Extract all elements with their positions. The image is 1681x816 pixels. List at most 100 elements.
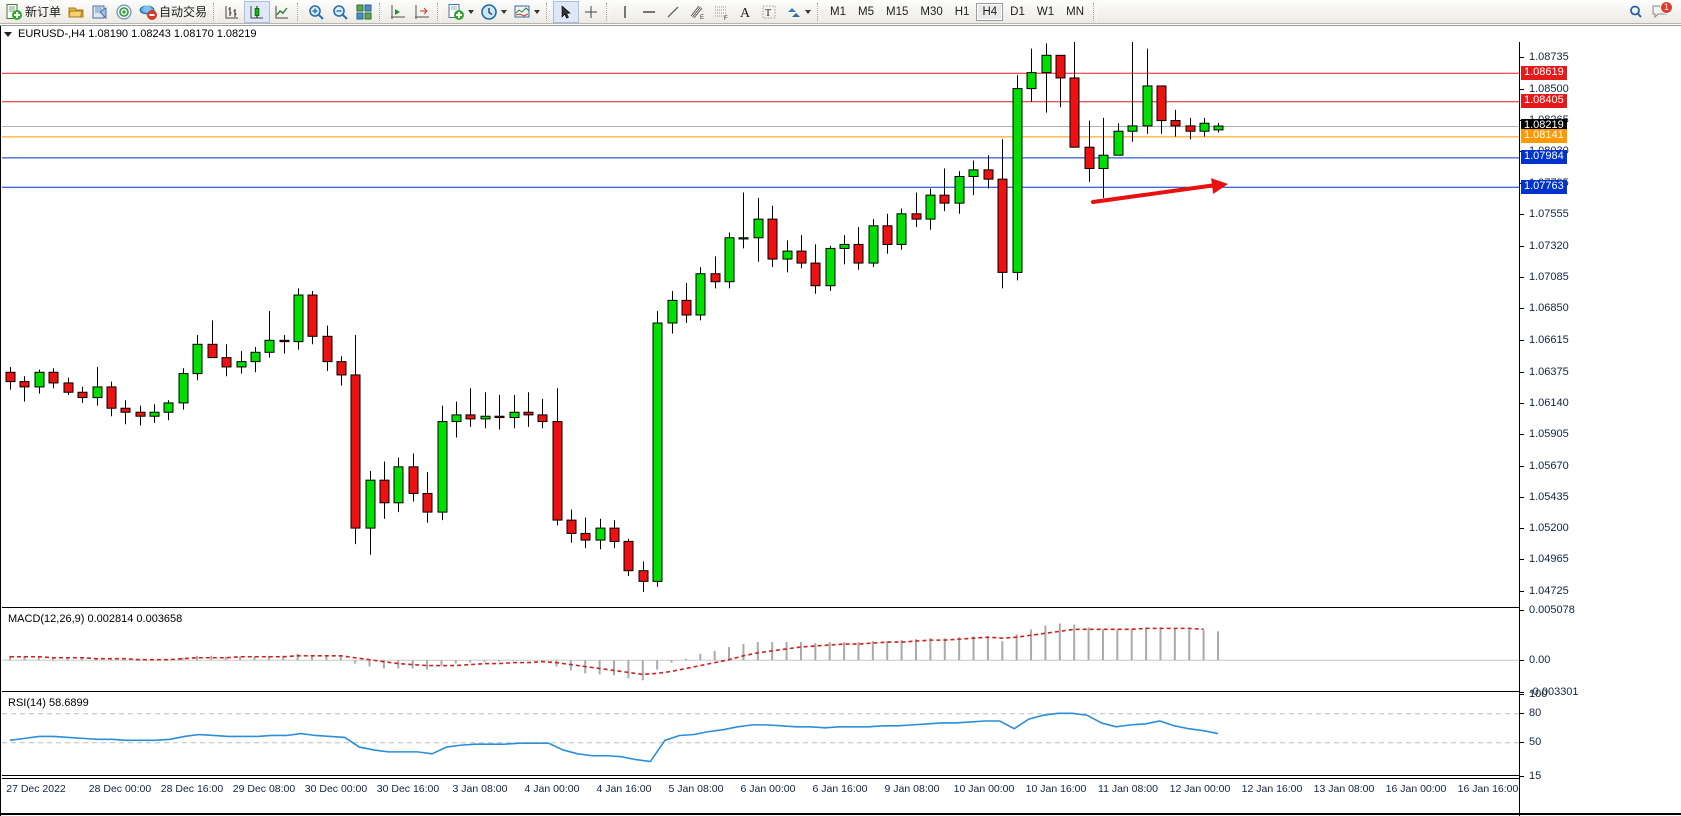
template-button[interactable] <box>510 1 543 23</box>
time-tick: 30 Dec 00:00 <box>304 783 368 795</box>
time-axis[interactable]: 27 Dec 2022 28 Dec 00:00 28 Dec 16:00 29 De… <box>2 778 1519 804</box>
notifications-button[interactable]: 1 <box>1651 0 1673 21</box>
main-toolbar: 新订单 <box>0 0 1681 24</box>
text-tool-button[interactable]: A <box>733 1 757 23</box>
macd-pane[interactable]: MACD(12,26,9) 0.002814 0.003658 <box>2 610 1519 692</box>
horizontal-line-tool-button[interactable] <box>637 1 661 23</box>
time-tick: 28 Dec 00:00 <box>88 783 152 795</box>
price-tick: 1.04725 <box>1520 585 1569 597</box>
vertical-line-tool-button[interactable] <box>613 1 637 23</box>
toolbar-separator-5 <box>546 2 551 21</box>
macd-tick: 0.00 <box>1520 654 1550 666</box>
rsi-tick: 15 <box>1520 770 1541 782</box>
projection-arrow[interactable] <box>1091 178 1228 204</box>
candle <box>322 325 333 371</box>
auto-scroll-button[interactable] <box>410 1 434 23</box>
arrows-icon <box>784 3 802 21</box>
chart-menu-caret-icon[interactable] <box>4 31 12 37</box>
candle <box>264 311 275 358</box>
candle <box>853 227 864 270</box>
price-level-label[interactable]: 1.08619 <box>1521 65 1567 80</box>
candle <box>422 472 433 523</box>
zoom-out-button[interactable] <box>328 1 352 23</box>
search-icon[interactable] <box>1627 3 1645 21</box>
add-indicator-dropdown-arrow[interactable] <box>468 9 475 14</box>
bar-chart-button[interactable] <box>220 1 244 23</box>
template-dropdown-arrow[interactable] <box>534 9 541 14</box>
price-level-label[interactable]: 1.07984 <box>1521 150 1567 165</box>
price-level-label[interactable]: 1.08405 <box>1521 94 1567 109</box>
timeframe-d1[interactable]: D1 <box>1010 5 1025 18</box>
candle <box>1199 117 1210 137</box>
svg-text:T: T <box>765 8 771 19</box>
price-tick: 1.08735 <box>1520 51 1569 63</box>
add-indicator-button[interactable] <box>444 1 477 23</box>
candle <box>48 368 59 389</box>
timeframe-w1[interactable]: W1 <box>1036 5 1055 18</box>
candle <box>810 244 821 294</box>
timeframe-m15[interactable]: M15 <box>886 5 909 18</box>
candle <box>1069 42 1080 148</box>
crosshair-icon <box>582 3 600 21</box>
price-axis[interactable]: 1.087351.085001.082651.080301.077951.075… <box>1519 42 1681 816</box>
cursor-tool-button[interactable] <box>553 0 580 23</box>
candle <box>566 509 577 543</box>
period-button[interactable] <box>477 1 510 23</box>
text-icon: A <box>736 3 754 21</box>
candle <box>896 208 907 250</box>
zoom-in-button[interactable] <box>304 1 328 23</box>
line-chart-icon <box>273 3 291 21</box>
autotrade-button[interactable]: 自动交易 <box>136 1 210 23</box>
candle <box>796 235 807 269</box>
new-order-icon <box>5 3 23 21</box>
text-label-tool-button[interactable]: T <box>757 1 781 23</box>
tile-windows-button[interactable] <box>352 1 376 23</box>
new-order-button[interactable]: 新订单 <box>2 1 64 23</box>
timeframe-m1[interactable]: M1 <box>830 5 847 18</box>
candle <box>221 344 232 377</box>
arrows-dropdown-arrow[interactable] <box>805 9 812 14</box>
timeframe-m5[interactable]: M5 <box>858 5 874 18</box>
candle <box>336 356 347 386</box>
horizontal-line-icon <box>640 3 658 21</box>
market-watch-button[interactable] <box>112 1 136 23</box>
timeframe-m30[interactable]: M30 <box>920 5 943 18</box>
candle <box>738 192 749 249</box>
price-tick: 1.08500 <box>1520 83 1569 95</box>
price-level-label[interactable]: 1.08141 <box>1521 129 1567 144</box>
fibonacci-tool-button[interactable]: F <box>709 1 733 23</box>
candle <box>350 334 361 545</box>
bar-chart-icon <box>223 3 241 21</box>
arrows-tool-button[interactable] <box>781 1 814 23</box>
rsi-pane[interactable]: RSI(14) 58.6899 <box>2 694 1519 776</box>
candle <box>552 388 563 526</box>
candle <box>480 392 491 429</box>
candlestick-chart-button[interactable] <box>244 0 271 23</box>
equidistant-channel-button[interactable]: E <box>685 1 709 23</box>
timeframe-h1[interactable]: H1 <box>954 5 970 18</box>
timeframe-h4[interactable]: H4 <box>976 2 1004 21</box>
candle <box>724 232 735 289</box>
line-chart-button[interactable] <box>270 1 294 23</box>
chart-left-border <box>0 26 2 816</box>
time-tick: 10 Jan 00:00 <box>953 783 1015 795</box>
timeframe-mn[interactable]: MN <box>1066 5 1084 18</box>
open-chart-button[interactable] <box>64 1 88 23</box>
period-dropdown-arrow[interactable] <box>501 9 508 14</box>
candle <box>767 205 778 268</box>
price-pane[interactable] <box>2 42 1519 608</box>
price-level-label[interactable]: 1.07763 <box>1521 179 1567 194</box>
crosshair-tool-button[interactable] <box>579 1 603 23</box>
candle <box>250 346 261 373</box>
rsi-tick: 50 <box>1520 736 1541 748</box>
candle <box>451 401 462 438</box>
shift-chart-button[interactable] <box>386 1 410 23</box>
profiles-button[interactable] <box>88 1 112 23</box>
toolbar-separator-8 <box>1093 2 1097 21</box>
tile-windows-icon <box>355 3 373 21</box>
folder-icon <box>67 3 85 21</box>
trendline-tool-button[interactable] <box>661 1 685 23</box>
candle <box>135 405 146 426</box>
auto-scroll-icon <box>413 3 431 21</box>
price-tick: 1.04965 <box>1520 553 1569 565</box>
